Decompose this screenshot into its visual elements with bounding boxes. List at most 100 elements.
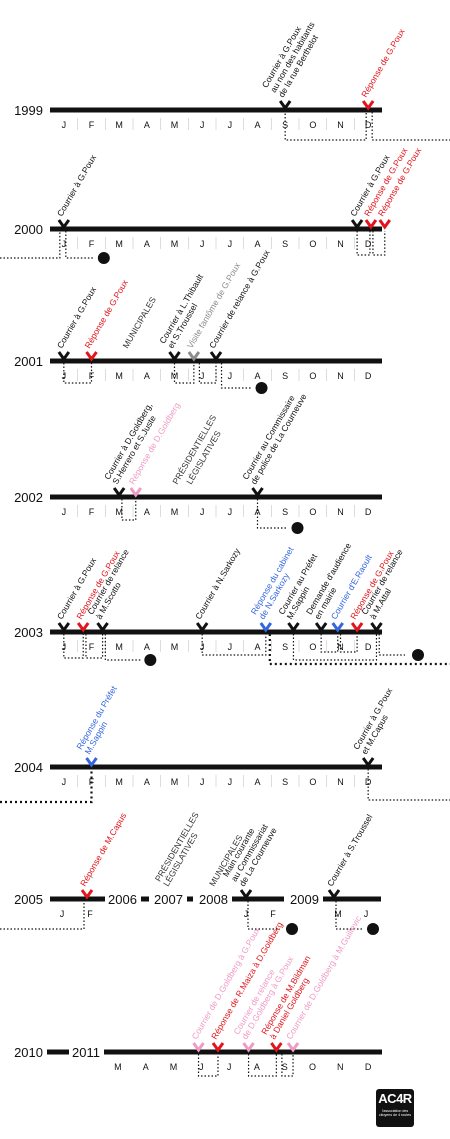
year-label: 2002 (14, 490, 43, 505)
month-label: F (89, 507, 95, 517)
month-label: D (365, 642, 372, 652)
month-label: J (228, 777, 233, 787)
connector-dotted (104, 634, 141, 661)
chevron-marker (327, 889, 341, 900)
timeline-bar (50, 107, 382, 113)
month-label: A (144, 777, 150, 787)
month-label: S (282, 239, 288, 249)
month-label: F (270, 909, 276, 919)
month-label: N (337, 239, 344, 249)
question-icon-glyph: ? (370, 925, 376, 935)
month-label: M (171, 371, 179, 381)
month-label: F (89, 120, 95, 130)
event-label: Réponse de G.Poux (359, 26, 407, 99)
year-gap (187, 896, 193, 902)
month-label: J (244, 909, 249, 919)
event-label: Courrier à S.Troussel (325, 812, 374, 888)
chevron-marker (331, 622, 344, 633)
timeline-bar (323, 896, 381, 902)
month-label: F (89, 371, 95, 381)
question-icon-glyph: ? (259, 384, 265, 394)
month-label: F (89, 239, 95, 249)
month-label: J (200, 642, 205, 652)
month-label: J (62, 507, 67, 517)
connector-dotted (284, 110, 367, 141)
question-icon-glyph: ? (415, 651, 421, 661)
month-label: N (337, 777, 344, 787)
month-label: M (171, 642, 179, 652)
chevron-marker (168, 351, 181, 362)
month-label: M (171, 507, 179, 517)
month-label: O (309, 371, 316, 381)
month-label: N (337, 120, 344, 130)
month-label: O (309, 120, 316, 130)
chevron-marker (270, 1042, 283, 1053)
month-label: J (62, 371, 67, 381)
connector-dotted (335, 901, 362, 930)
connector-dotted (0, 901, 85, 930)
chevron-marker (361, 757, 375, 768)
connector-thick (0, 769, 93, 804)
month-label: O (309, 1062, 316, 1072)
chevron-marker (112, 487, 126, 498)
month-label: M (115, 239, 123, 249)
chevron-marker (209, 351, 223, 362)
month-label: O (309, 642, 316, 652)
month-label: F (89, 642, 95, 652)
chevron-marker (361, 100, 375, 111)
connector-dotted (0, 231, 61, 259)
year-gap (141, 896, 149, 902)
question-icon-glyph: ? (289, 925, 295, 935)
chevron-marker (350, 622, 364, 633)
timeline-bar (50, 494, 382, 500)
month-label: O (309, 507, 316, 517)
event-label-line: Courrier à G.Poux (55, 152, 99, 218)
connector-dotted (281, 1054, 294, 1077)
year-label: 2000 (14, 222, 43, 237)
month-label: D (365, 1062, 372, 1072)
event-label-line: Courrier au Commissaire (240, 393, 297, 481)
month-label: M (115, 777, 123, 787)
month-label: S (282, 777, 288, 787)
month-label: J (228, 239, 233, 249)
connector-dotted (247, 1054, 277, 1077)
event-label: Courrier à N.Sarkozy (193, 546, 242, 621)
question-icon (367, 923, 379, 935)
month-label: J (199, 1062, 204, 1072)
month-label: J (62, 120, 67, 130)
month-label: M (115, 371, 123, 381)
event-label-line: Courrier à N.Sarkozy (193, 546, 242, 621)
year-label: 2003 (14, 625, 43, 640)
year-label: 2005 (14, 892, 43, 907)
month-label: J (228, 371, 233, 381)
month-label: O (309, 777, 316, 787)
month-label: J (228, 507, 233, 517)
logo-subtitle: l'association des citoyens de 4 routes (378, 1109, 412, 1118)
month-label: A (254, 1062, 260, 1072)
chevron-marker (57, 219, 71, 230)
month-label: D (365, 507, 372, 517)
month-label: M (171, 120, 179, 130)
connector-dotted (198, 363, 217, 384)
connector-dotted (63, 634, 84, 659)
month-label: J (62, 777, 67, 787)
question-icon (291, 522, 304, 534)
year-label: 1999 (14, 103, 43, 118)
question-icon-glyph: ? (101, 254, 107, 264)
question-icon (255, 382, 268, 394)
month-label: J (364, 909, 369, 919)
month-label: M (171, 239, 179, 249)
connector-dotted (247, 901, 280, 930)
year-label: 2008 (199, 892, 228, 907)
month-label: M (334, 909, 342, 919)
month-label: M (114, 1062, 122, 1072)
chevron-marker (278, 100, 292, 111)
connector-dotted (356, 231, 371, 256)
connector-dotted (65, 231, 94, 259)
month-label: M (115, 120, 123, 130)
connector-dotted (292, 634, 378, 661)
